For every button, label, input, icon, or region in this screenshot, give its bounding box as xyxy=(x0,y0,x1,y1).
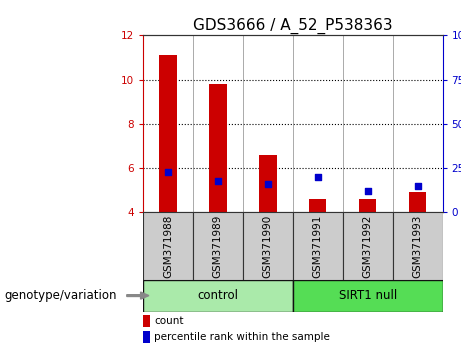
Point xyxy=(414,183,421,189)
Bar xyxy=(143,212,193,280)
Point xyxy=(214,178,221,183)
Text: GSM371988: GSM371988 xyxy=(163,215,173,278)
Bar xyxy=(393,212,443,280)
Point xyxy=(314,174,321,180)
Text: SIRT1 null: SIRT1 null xyxy=(338,289,397,302)
Bar xyxy=(143,331,150,343)
Text: GSM371990: GSM371990 xyxy=(263,215,273,278)
Text: genotype/variation: genotype/variation xyxy=(5,289,117,302)
Bar xyxy=(193,212,243,280)
Text: GSM371993: GSM371993 xyxy=(413,215,423,278)
Bar xyxy=(259,155,277,212)
Bar xyxy=(293,280,443,312)
Bar xyxy=(159,55,177,212)
Bar xyxy=(143,280,293,312)
Point xyxy=(264,181,272,187)
Bar xyxy=(243,212,293,280)
Bar xyxy=(143,315,150,327)
Bar xyxy=(209,84,226,212)
Text: count: count xyxy=(154,316,183,326)
Bar xyxy=(293,212,343,280)
Point xyxy=(164,169,171,175)
Text: control: control xyxy=(197,289,238,302)
Title: GDS3666 / A_52_P538363: GDS3666 / A_52_P538363 xyxy=(193,18,393,34)
Text: percentile rank within the sample: percentile rank within the sample xyxy=(154,332,330,342)
Bar xyxy=(309,199,326,212)
Text: GSM371989: GSM371989 xyxy=(213,215,223,278)
Bar xyxy=(343,212,393,280)
Bar xyxy=(359,199,376,212)
Text: GSM371992: GSM371992 xyxy=(363,215,372,278)
Bar xyxy=(409,193,426,212)
Text: GSM371991: GSM371991 xyxy=(313,215,323,278)
Point xyxy=(364,188,372,194)
